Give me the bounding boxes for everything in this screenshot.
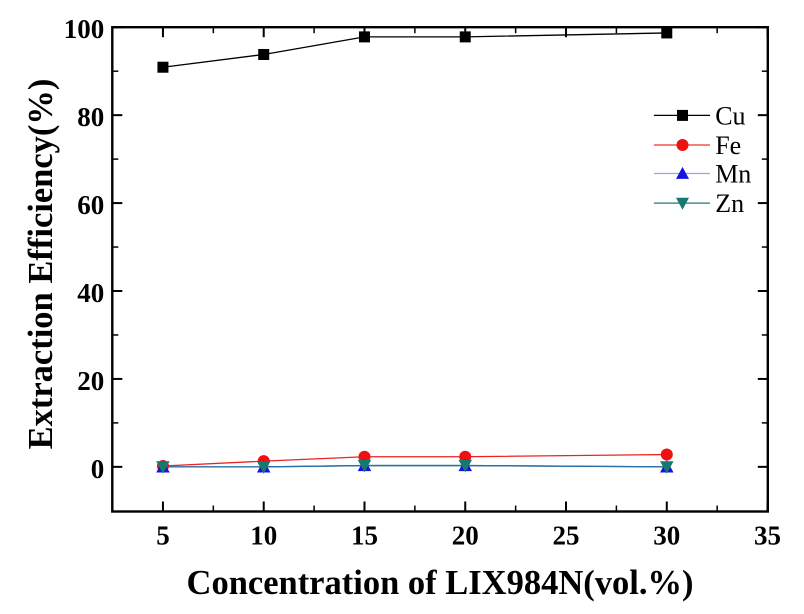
svg-text:10: 10: [250, 521, 277, 551]
svg-text:Zn: Zn: [715, 189, 744, 218]
svg-text:40: 40: [77, 278, 104, 308]
svg-text:Concentration of LIX984N(vol.%: Concentration of LIX984N(vol.%): [187, 564, 694, 602]
svg-text:25: 25: [553, 521, 580, 551]
svg-text:5: 5: [156, 521, 170, 551]
svg-text:Cu: Cu: [715, 101, 745, 130]
svg-text:Fe: Fe: [715, 131, 741, 160]
svg-text:Mn: Mn: [715, 160, 751, 189]
svg-text:20: 20: [452, 521, 479, 551]
svg-text:100: 100: [64, 14, 105, 44]
svg-text:35: 35: [754, 521, 781, 551]
svg-text:20: 20: [77, 366, 104, 396]
svg-text:30: 30: [653, 521, 680, 551]
svg-text:80: 80: [77, 102, 104, 132]
svg-text:0: 0: [91, 454, 105, 484]
svg-text:15: 15: [351, 521, 378, 551]
svg-text:60: 60: [77, 190, 104, 220]
svg-text:Extraction Efficiency(%): Extraction Efficiency(%): [22, 79, 60, 450]
